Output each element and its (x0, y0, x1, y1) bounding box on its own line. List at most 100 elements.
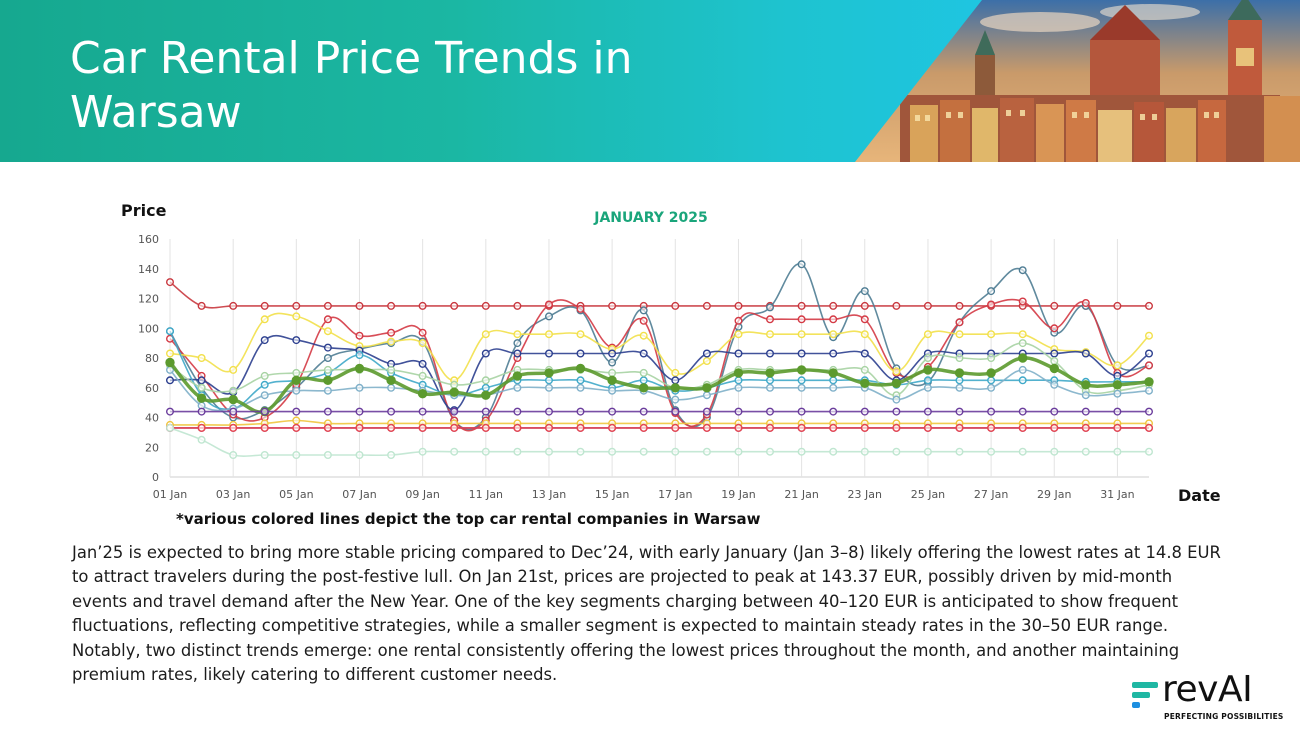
data-point (260, 301, 269, 310)
data-point (513, 423, 522, 432)
data-point (702, 301, 711, 310)
data-point (639, 447, 648, 456)
x-tick-label: 13 Jan (532, 488, 566, 501)
data-point (165, 407, 174, 416)
data-point (165, 376, 174, 385)
data-point (545, 376, 554, 385)
data-point (766, 383, 775, 392)
data-point (923, 376, 932, 385)
data-point (860, 407, 869, 416)
data-point (1113, 407, 1122, 416)
warsaw-old-town-image (855, 0, 1300, 162)
x-tick-label: 19 Jan (721, 488, 755, 501)
data-point (1081, 447, 1090, 456)
data-point (545, 312, 554, 321)
x-tick-label: 31 Jan (1100, 488, 1134, 501)
logo-wordmark: revAI (1162, 669, 1253, 710)
data-point (734, 447, 743, 456)
y-tick-label: 40 (145, 412, 159, 425)
data-point (1018, 353, 1028, 363)
data-point (323, 365, 332, 374)
data-point (702, 407, 711, 416)
data-point (829, 383, 838, 392)
data-point (450, 380, 459, 389)
data-point (1018, 423, 1027, 432)
data-point (323, 451, 332, 460)
data-point (608, 386, 617, 395)
data-point (766, 303, 775, 312)
data-point (987, 330, 996, 339)
x-tick-label: 07 Jan (342, 488, 376, 501)
data-point (860, 423, 869, 432)
data-point (260, 451, 269, 460)
data-point (418, 407, 427, 416)
data-point (829, 330, 838, 339)
data-point (1081, 391, 1090, 400)
data-point (197, 354, 206, 363)
data-point (387, 365, 396, 374)
x-tick-label: 27 Jan (974, 488, 1008, 501)
data-point (607, 375, 617, 385)
y-tick-label: 60 (145, 382, 159, 395)
data-point (292, 386, 301, 395)
data-point (1050, 357, 1059, 366)
data-point (512, 371, 523, 381)
data-point (260, 371, 269, 380)
data-point (608, 358, 617, 367)
data-point (608, 423, 617, 432)
data-point (734, 349, 743, 358)
data-point (671, 368, 680, 377)
data-point (1018, 330, 1027, 339)
data-point (829, 407, 838, 416)
data-point (955, 423, 964, 432)
data-point (892, 407, 901, 416)
data-point (766, 349, 775, 358)
data-point (671, 301, 680, 310)
data-point (513, 339, 522, 348)
data-point (860, 330, 869, 339)
data-point (229, 451, 238, 460)
series-1 (165, 278, 1153, 310)
data-point (229, 386, 238, 395)
reval-mark-icon (1132, 682, 1158, 708)
y-tick-label: 100 (138, 322, 159, 335)
data-point (292, 301, 301, 310)
data-point (702, 447, 711, 456)
data-point (797, 383, 806, 392)
data-point (545, 383, 554, 392)
data-point (797, 349, 806, 358)
data-point (165, 349, 174, 358)
page-title: Car Rental Price Trends in Warsaw (70, 33, 633, 138)
y-tick-label: 20 (145, 441, 159, 454)
series-line (169, 281, 1149, 309)
data-point (1113, 301, 1122, 310)
data-point (765, 368, 775, 378)
data-point (323, 327, 332, 336)
data-point (766, 447, 775, 456)
data-point (260, 380, 269, 389)
data-point (702, 391, 711, 400)
data-point (639, 376, 648, 385)
data-point (229, 407, 238, 416)
data-point (1144, 447, 1153, 456)
data-point (292, 407, 301, 416)
data-point (860, 447, 869, 456)
data-point (228, 394, 238, 405)
data-point (513, 330, 522, 339)
data-point (1018, 297, 1027, 306)
data-point (323, 386, 332, 395)
data-point (1144, 361, 1153, 370)
data-point (355, 451, 364, 460)
data-point (260, 423, 269, 432)
series-lines (165, 260, 1154, 460)
data-point (1144, 349, 1153, 358)
data-point (923, 301, 932, 310)
series-line (169, 419, 1149, 426)
data-point (608, 301, 617, 310)
series-10 (165, 407, 1153, 416)
data-point (1081, 407, 1090, 416)
data-point (323, 354, 332, 363)
data-point (734, 423, 743, 432)
data-point (355, 301, 364, 310)
header-banner: Car Rental Price Trends in Warsaw (0, 0, 1300, 162)
